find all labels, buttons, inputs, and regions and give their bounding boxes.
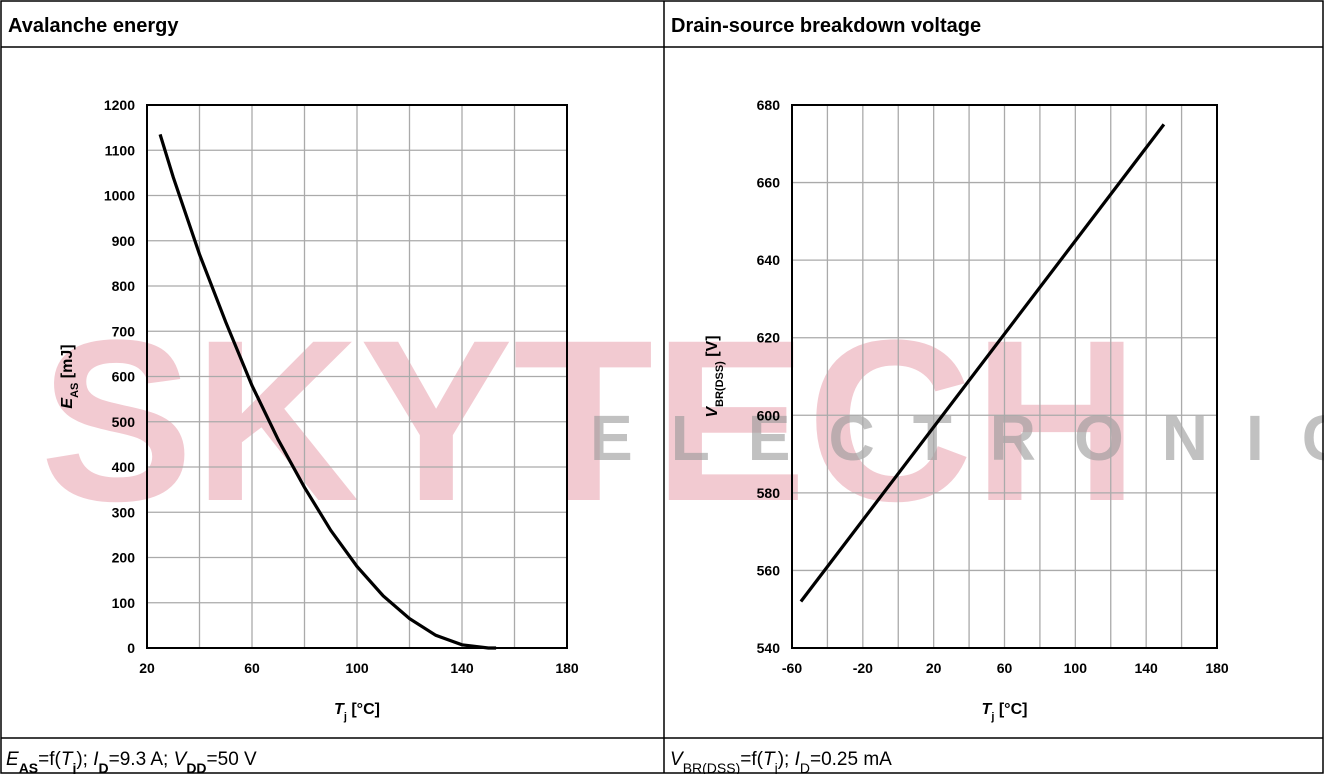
caption-part: T bbox=[61, 749, 74, 770]
label-part: T bbox=[334, 701, 345, 718]
label-part: E bbox=[59, 397, 76, 409]
x-tick-label: 60 bbox=[997, 660, 1013, 676]
caption-part: =9.3 A; bbox=[109, 749, 174, 770]
y-tick-label: 580 bbox=[757, 485, 781, 501]
caption-part: E bbox=[6, 749, 19, 770]
plot-frame bbox=[146, 104, 568, 649]
x-tick-label: 140 bbox=[1134, 660, 1158, 676]
y-tick-label: 680 bbox=[757, 97, 781, 113]
caption-part: ); bbox=[778, 749, 795, 770]
caption: EAS=f(Tj); ID=9.3 A; VDD=50 V bbox=[6, 749, 257, 774]
y-tick-label: 200 bbox=[112, 550, 136, 566]
x-tick-label: 60 bbox=[244, 660, 260, 676]
y-tick-label: 660 bbox=[757, 175, 781, 191]
y-tick-label: 900 bbox=[112, 233, 136, 249]
x-axis-label: Tj [°C] bbox=[982, 701, 1028, 723]
chart: 540 560 580 600 620 640 660 680 -60 -20 20 60 100 140… bbox=[704, 97, 1229, 723]
caption-part: DD bbox=[186, 760, 206, 774]
y-tick-label: 620 bbox=[757, 330, 781, 346]
y-axis-label: EAS [mJ] bbox=[59, 344, 81, 408]
label-part: AS bbox=[69, 383, 81, 398]
y-tick-label: 560 bbox=[757, 562, 781, 578]
x-tick-label: -60 bbox=[782, 660, 802, 676]
y-tick-label: 1100 bbox=[105, 142, 136, 158]
x-tick-label: 180 bbox=[555, 660, 579, 676]
caption-part: V bbox=[670, 749, 685, 770]
caption-part: D bbox=[800, 760, 810, 774]
x-axis-label: Tj [°C] bbox=[334, 701, 380, 723]
label-part: [V] bbox=[704, 335, 721, 361]
caption-part: =f( bbox=[740, 749, 763, 770]
y-tick-label: 640 bbox=[757, 252, 781, 268]
caption-part: AS bbox=[19, 760, 38, 774]
caption-part: j bbox=[71, 760, 76, 774]
caption-part: =0.25 mA bbox=[810, 749, 892, 770]
label-part: BR(DSS) bbox=[714, 361, 726, 407]
y-tick-label: 100 bbox=[112, 595, 136, 611]
caption-part: T bbox=[763, 749, 776, 770]
x-tick-label: 20 bbox=[926, 660, 942, 676]
x-tick-label: 100 bbox=[345, 660, 369, 676]
y-tick-label: 500 bbox=[112, 414, 136, 430]
caption-part: I bbox=[93, 749, 99, 770]
y-tick-label: 1200 bbox=[104, 97, 135, 113]
y-tick-label: 0 bbox=[127, 640, 135, 656]
cell-title: Drain-source breakdown voltage bbox=[671, 15, 981, 37]
y-tick-label: 600 bbox=[112, 369, 136, 385]
label-part: [mJ] bbox=[59, 344, 76, 382]
x-tick-label: 140 bbox=[450, 660, 474, 676]
caption-part: =f( bbox=[38, 749, 61, 770]
caption-part: j bbox=[774, 760, 778, 774]
y-axis-label: VBR(DSS) [V] bbox=[704, 335, 726, 417]
label-part: j bbox=[990, 711, 994, 723]
watermark-brand: SKYTECH bbox=[40, 292, 1139, 549]
label-part: j bbox=[343, 711, 347, 723]
x-tick-label: 20 bbox=[139, 660, 155, 676]
plot-frame bbox=[791, 104, 1218, 649]
label-part: [°C] bbox=[347, 701, 380, 718]
data-line bbox=[799, 123, 1166, 603]
y-tick-label: 400 bbox=[112, 459, 136, 475]
y-tick-label: 1000 bbox=[104, 188, 135, 204]
y-tick-label: 800 bbox=[112, 278, 136, 294]
caption-part: D bbox=[99, 760, 109, 774]
caption-part: BR(DSS) bbox=[683, 760, 741, 774]
label-part: V bbox=[704, 406, 721, 418]
y-tick-label: 600 bbox=[757, 407, 781, 423]
caption-part: I bbox=[795, 749, 801, 770]
x-tick-label: -20 bbox=[853, 660, 873, 676]
x-tick-label: 180 bbox=[1205, 660, 1229, 676]
caption-part: =50 V bbox=[207, 749, 258, 770]
watermark-sub: ELECTRONIC bbox=[590, 402, 1324, 474]
chart: 0 100 200 300 400 500 600 700 800 900 1000 1100 1200… bbox=[59, 97, 579, 723]
y-tick-label: 540 bbox=[757, 640, 781, 656]
caption-part: ); bbox=[76, 749, 93, 770]
x-tick-label: 100 bbox=[1064, 660, 1088, 676]
y-tick-label: 300 bbox=[112, 504, 136, 520]
caption: VBR(DSS)=f(Tj); ID=0.25 mA bbox=[670, 749, 892, 774]
y-tick-label: 700 bbox=[112, 323, 136, 339]
cell-title: Avalanche energy bbox=[8, 15, 179, 37]
caption-part: V bbox=[174, 749, 189, 770]
label-part: [°C] bbox=[994, 701, 1027, 718]
watermark: SKYTECH ELECTRONIC bbox=[40, 292, 1324, 549]
data-line bbox=[158, 133, 497, 650]
label-part: T bbox=[982, 701, 993, 718]
